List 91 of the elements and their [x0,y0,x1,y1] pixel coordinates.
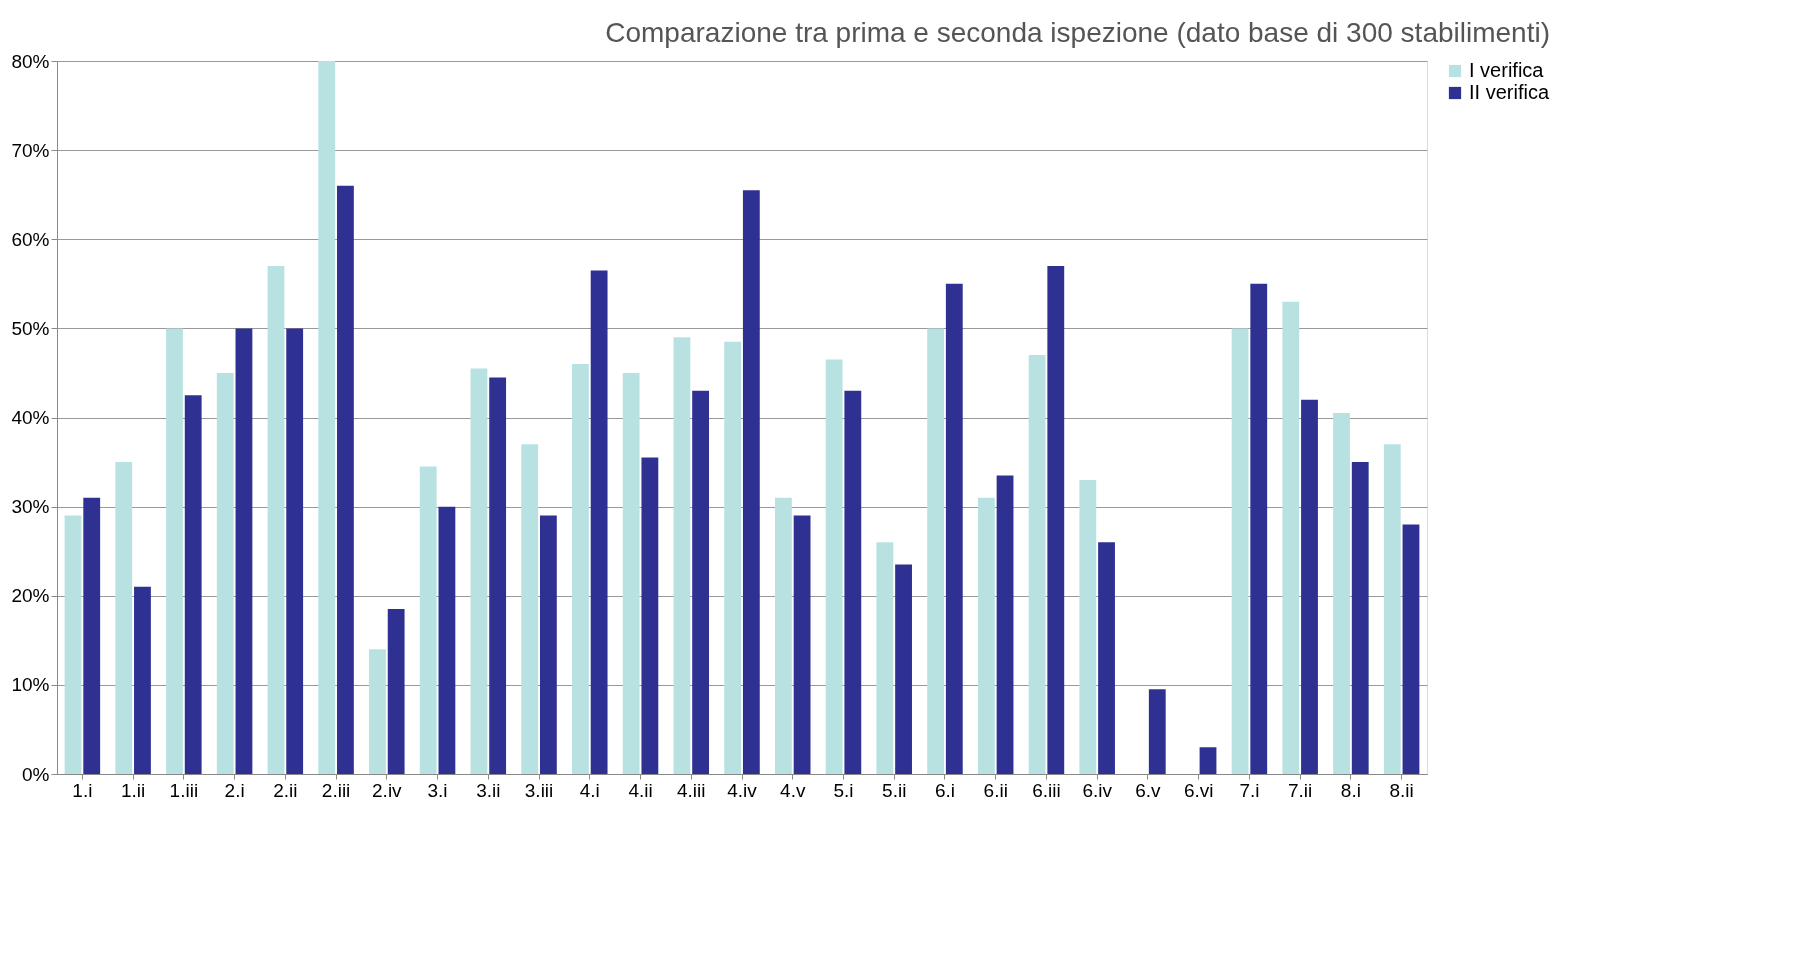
x-tick-label: 1.i [72,779,93,801]
x-tick-label: 1.ii [120,779,146,801]
y-tick-label: 60% [11,228,50,250]
bar [235,328,253,774]
bar [1047,265,1065,774]
y-tick-label: 70% [11,139,50,161]
bar [470,368,488,774]
bar [166,328,183,774]
x-tick-label: 6.iv [1082,779,1113,801]
chart-title: Comparazione tra prima e seconda ispezione (dato base di 300 stabilimenti) [605,17,1550,48]
bar [977,497,995,774]
bar [521,444,539,774]
bar [134,586,151,774]
bar [337,185,354,774]
bar [369,649,386,774]
bar [1402,524,1420,774]
x-tick-label: 6.ii [983,779,1008,801]
bar [774,497,792,774]
bar [115,462,133,774]
bar [641,457,659,774]
bar [1079,479,1097,774]
bar [184,395,202,774]
bar [692,390,710,774]
x-tick-label: 5.i [833,779,854,801]
x-tick-label: 8.i [1340,779,1361,801]
x-tick-label: 4.iii [677,779,706,801]
x-tick-label: 4.iv [727,779,758,801]
x-tick-label: 2.iv [372,779,403,801]
bar [419,466,437,774]
y-tick-label: 80% [11,50,50,72]
bar [945,283,963,774]
x-tick-label: 7.i [1239,779,1260,801]
x-tick-label: 6.v [1135,779,1162,801]
y-tick-label: 30% [11,496,50,518]
x-tick-label: 6.i [934,779,955,801]
x-tick-label: 4.ii [628,779,653,801]
x-tick-label: 2.i [224,779,245,801]
x-tick-label: 5.ii [882,779,907,801]
bar [489,377,507,774]
bar [387,609,405,774]
bar [438,506,456,774]
bar [622,372,640,774]
x-tick-label: 4.v [780,779,806,801]
x-tick-label: 6.vi [1183,779,1214,801]
bar [1098,542,1115,774]
bar [876,542,894,774]
bar [844,390,862,774]
y-tick-label: 40% [11,407,50,428]
bar [996,475,1014,774]
bar [590,270,608,774]
y-tick-label: 0% [22,763,50,785]
bar [318,61,336,774]
bar [1301,399,1318,774]
legend-label: II verifica [1469,81,1550,103]
x-tick-label: 7.ii [1288,779,1313,801]
x-tick-label: 3.ii [476,779,501,801]
y-tick-label: 20% [11,585,50,607]
bar [742,190,760,774]
bar [286,328,304,774]
bar [927,328,945,774]
bar [1333,413,1350,774]
y-tick-label: 10% [11,674,50,696]
x-tick-label: 8.ii [1389,779,1414,801]
x-tick-label: 2.ii [273,779,298,801]
bar [1282,301,1300,774]
x-tick-label: 1.iii [169,779,199,801]
x-tick-label: 4.i [579,779,600,801]
bar [793,515,811,774]
bar [1231,328,1249,774]
bar [83,497,101,774]
bar [1383,444,1401,774]
bar [724,341,742,774]
x-tick-label: 3.i [427,779,448,801]
x-tick-label: 3.iii [524,779,554,801]
bar [895,564,912,774]
bar [1028,355,1046,774]
bar [539,515,557,774]
y-tick-label: 50% [11,317,50,339]
bar [216,372,234,774]
bar [673,337,691,774]
legend-label: I verifica [1469,59,1545,81]
bar [1351,462,1369,774]
x-tick-label: 2.iii [321,779,351,801]
bar [1199,747,1217,774]
bar [267,265,285,774]
bar [572,364,589,774]
bar [64,515,82,774]
bar [1148,689,1166,774]
bar [825,359,843,774]
bar [1250,283,1268,774]
x-tick-label: 6.iii [1032,779,1061,801]
